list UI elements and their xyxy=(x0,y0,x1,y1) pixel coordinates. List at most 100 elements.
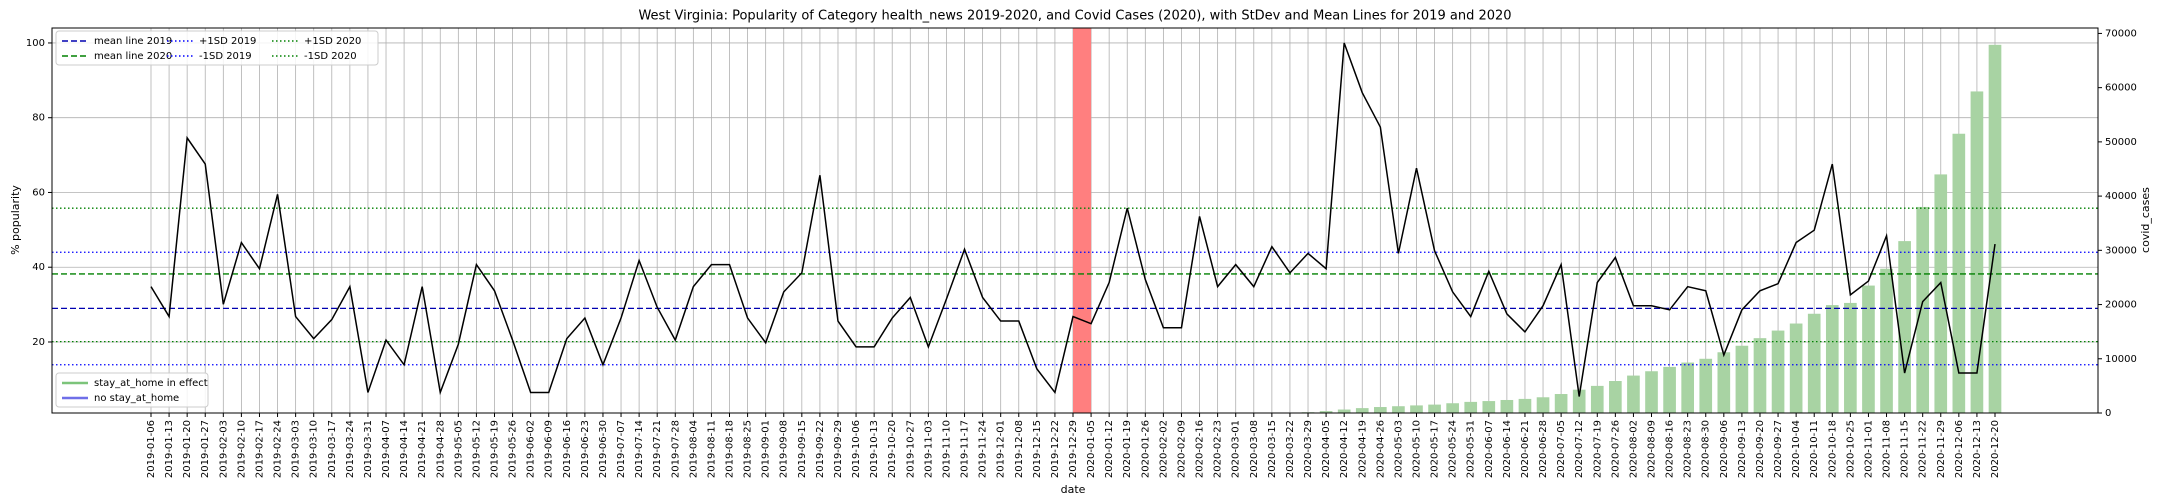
bar xyxy=(1428,404,1441,413)
x-tick-label: 2019-09-15 xyxy=(797,420,808,478)
legend-label: +1SD 2019 xyxy=(199,36,256,47)
y2-axis-label: covid_cases xyxy=(2139,187,2152,253)
x-tick-label: 2020-03-29 xyxy=(1303,420,1314,478)
bar xyxy=(1627,375,1640,413)
x-tick-label: 2019-02-24 xyxy=(273,420,284,478)
x-tick-label: 2020-07-12 xyxy=(1574,420,1585,478)
legend-label: no stay_at_home xyxy=(94,393,179,404)
legend-label: stay_at_home in effect xyxy=(94,378,208,389)
y2-tick-label: 30000 xyxy=(2105,245,2137,256)
bar xyxy=(1554,394,1568,413)
x-tick-label: 2020-08-09 xyxy=(1647,420,1658,478)
x-tick-label: 2020-12-20 xyxy=(1990,420,2001,478)
y2-tick-label: 50000 xyxy=(2105,137,2137,148)
x-tick-label: 2019-07-28 xyxy=(670,420,681,478)
x-tick-label: 2020-03-22 xyxy=(1285,420,1296,478)
x-tick-label: 2019-12-15 xyxy=(1032,420,1043,478)
x-tick-label: 2019-10-20 xyxy=(887,420,898,478)
x-tick-label: 2019-06-16 xyxy=(562,420,573,478)
chart-title: West Virginia: Popularity of Category he… xyxy=(638,9,1511,24)
x-tick-label: 2020-01-12 xyxy=(1104,420,1115,478)
x-tick-label: 2020-03-01 xyxy=(1231,420,1242,478)
y-tick-label: 100 xyxy=(26,38,45,49)
bar xyxy=(1410,405,1423,413)
x-tick-label: 2019-03-24 xyxy=(345,420,356,478)
x-tick-label: 2020-09-06 xyxy=(1719,420,1730,478)
x-tick-label: 2020-12-13 xyxy=(1972,420,1983,478)
x-tick-label: 2019-05-12 xyxy=(471,420,482,478)
x-tick-label: 2020-07-26 xyxy=(1610,420,1621,478)
x-tick-label: 2020-07-19 xyxy=(1592,420,1603,478)
bar xyxy=(1825,305,1839,413)
x-tick-label: 2020-04-12 xyxy=(1339,420,1350,478)
x-tick-label: 2020-04-26 xyxy=(1375,420,1386,478)
x-tick-label: 2019-08-18 xyxy=(725,420,736,478)
x-tick-label: 2019-11-17 xyxy=(960,420,971,478)
bar xyxy=(1374,407,1387,413)
y2-tick-label: 40000 xyxy=(2105,191,2137,202)
x-tick-label: 2019-08-11 xyxy=(706,420,717,478)
bar xyxy=(1807,313,1821,413)
x-tick-label: 2020-05-31 xyxy=(1466,420,1477,478)
bar xyxy=(1771,330,1785,413)
x-tick-label: 2019-06-23 xyxy=(580,420,591,478)
x-tick-label: 2020-05-17 xyxy=(1430,420,1441,478)
bar xyxy=(1717,352,1731,413)
x-tick-label: 2020-04-05 xyxy=(1321,420,1332,478)
line xyxy=(150,42,1996,397)
y-tick-label: 20 xyxy=(32,337,45,348)
x-tick-label: 2020-11-22 xyxy=(1918,420,1929,478)
legend-label: mean line 2019 xyxy=(94,36,172,47)
x-tick-label: 2020-05-24 xyxy=(1448,420,1459,478)
x-tick-label: 2019-09-22 xyxy=(815,420,826,478)
x-tick-label: 2019-08-04 xyxy=(688,420,699,478)
bar xyxy=(1572,389,1586,413)
x-tick-label: 2019-12-22 xyxy=(1050,420,1061,478)
bar xyxy=(1446,403,1459,413)
highlight-span xyxy=(1073,28,1092,413)
x-tick-label: 2020-04-19 xyxy=(1357,420,1368,478)
bar xyxy=(1392,406,1405,413)
y2-tick-label: 0 xyxy=(2105,408,2111,419)
legend-label: mean line 2020 xyxy=(94,51,172,62)
plot-frame xyxy=(51,27,2099,414)
x-tick-label: 2019-02-10 xyxy=(236,420,247,478)
x-axis-label: date xyxy=(1061,483,1086,496)
bar xyxy=(1663,366,1676,413)
x-tick-label: 2019-01-27 xyxy=(200,420,211,478)
x-tick-label: 2020-08-23 xyxy=(1683,420,1694,478)
x-tick-label: 2019-12-29 xyxy=(1068,420,1079,478)
x-tick-label: 2019-04-21 xyxy=(417,420,428,478)
x-tick-label: 2020-09-13 xyxy=(1737,420,1748,478)
x-tick-label: 2019-02-17 xyxy=(254,420,265,478)
x-tick-label: 2020-01-19 xyxy=(1122,420,1133,478)
x-tick-label: 2019-05-05 xyxy=(453,420,464,478)
x-tick-label: 2020-02-09 xyxy=(1176,420,1187,478)
x-tick-label: 2020-11-08 xyxy=(1882,420,1893,478)
x-tick-label: 2019-04-28 xyxy=(435,420,446,478)
x-tick-label: 2020-11-01 xyxy=(1863,420,1874,478)
bar xyxy=(1862,285,1875,413)
x-tick-label: 2020-03-08 xyxy=(1249,420,1260,478)
y-tick-label: 60 xyxy=(32,187,45,198)
x-tick-label: 2019-04-14 xyxy=(399,420,410,478)
x-tick-label: 2020-10-25 xyxy=(1845,420,1856,478)
bar xyxy=(1699,358,1713,413)
x-tick-label: 2019-02-03 xyxy=(218,420,229,478)
bar xyxy=(1934,174,1948,413)
bar xyxy=(1916,206,1930,413)
legend-label: -1SD 2020 xyxy=(304,51,357,62)
x-tick-label: 2020-09-27 xyxy=(1773,420,1784,478)
x-tick-label: 2019-09-01 xyxy=(761,420,772,478)
bar xyxy=(1337,409,1351,413)
x-tick-label: 2019-03-10 xyxy=(309,420,320,478)
legend-label: +1SD 2020 xyxy=(304,36,361,47)
bar xyxy=(1518,398,1532,413)
y-axis-label: % popularity xyxy=(9,185,22,255)
x-tick-label: 2020-02-23 xyxy=(1213,420,1224,478)
x-tick-label: 2020-05-10 xyxy=(1411,420,1422,478)
bar xyxy=(1681,362,1694,413)
x-tick-label: 2020-12-06 xyxy=(1954,420,1965,478)
x-tick-label: 2020-05-03 xyxy=(1393,420,1404,478)
